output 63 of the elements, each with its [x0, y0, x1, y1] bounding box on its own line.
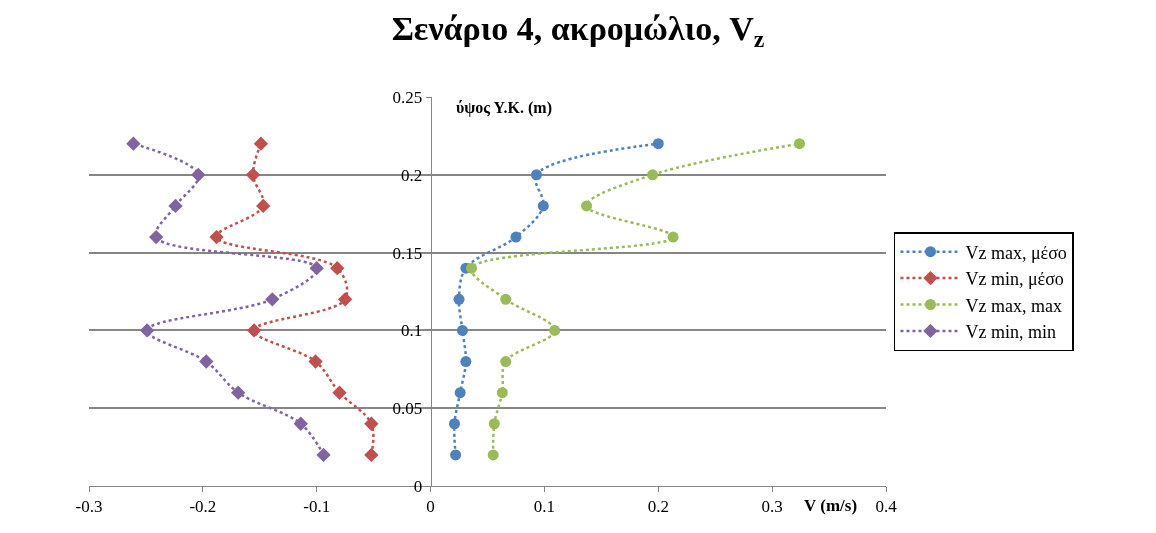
point: [364, 447, 379, 463]
point: [139, 323, 155, 338]
y-tick-label: 0: [413, 476, 423, 496]
point: [199, 354, 214, 369]
point: [488, 418, 500, 430]
y-tick-label: 0.25: [392, 87, 423, 107]
point: [510, 231, 522, 243]
x-tick-label: 0.4: [875, 497, 898, 517]
x-tick-label: -0.2: [189, 497, 217, 517]
chart-title: Σενάριο 4, ακρομώλιο, V$_{z}$: [391, 9, 765, 52]
point: [330, 261, 345, 276]
point: [332, 385, 347, 400]
y-tick-label: 0.05: [392, 399, 423, 419]
point: [456, 324, 468, 336]
point: [293, 416, 308, 431]
y-axis-title: ύψος Υ.Κ. (m): [456, 99, 552, 117]
point: [308, 354, 323, 369]
point: [448, 418, 460, 430]
point: [253, 136, 269, 151]
x-tick-label: -0.1: [303, 497, 331, 517]
point: [549, 324, 561, 336]
point: [126, 136, 141, 151]
point: [231, 385, 246, 400]
legend-label: Vz min, μέσο: [965, 269, 1064, 290]
point: [316, 447, 331, 463]
x-axis-title: V (m/s): [804, 496, 858, 515]
x-tick-label: 0.3: [761, 497, 783, 517]
point: [466, 262, 478, 274]
y-tick-label: 0.1: [400, 321, 423, 341]
point: [487, 449, 499, 461]
point: [246, 323, 262, 338]
point: [256, 198, 271, 214]
point: [496, 387, 508, 399]
point: [453, 293, 465, 305]
x-tick-label: 0.1: [533, 497, 556, 517]
y-tick-label: 0.15: [392, 243, 423, 263]
point: [309, 261, 324, 276]
point: [460, 356, 472, 368]
point: [209, 229, 224, 245]
legend-label: Vz min, min: [965, 321, 1056, 342]
x-tick-label: -0.3: [75, 497, 103, 517]
point: [581, 200, 593, 212]
point: [450, 449, 462, 461]
point: [149, 229, 164, 245]
point: [168, 198, 183, 214]
point: [500, 356, 512, 368]
point: [191, 167, 206, 182]
point: [537, 200, 549, 212]
point: [364, 416, 379, 431]
legend-label: Vz max, μέσο: [965, 242, 1067, 263]
y-tick-label: 0.2: [400, 165, 423, 185]
point: [530, 169, 542, 181]
point: [500, 293, 512, 305]
point: [245, 167, 261, 182]
x-tick-label: 0.2: [647, 497, 669, 517]
legend-label: Vz max, max: [965, 295, 1062, 316]
point: [265, 292, 280, 307]
point: [667, 231, 679, 243]
point: [454, 387, 466, 399]
point: [793, 138, 805, 150]
point: [652, 138, 664, 150]
point: [647, 169, 659, 181]
point: [338, 292, 353, 307]
